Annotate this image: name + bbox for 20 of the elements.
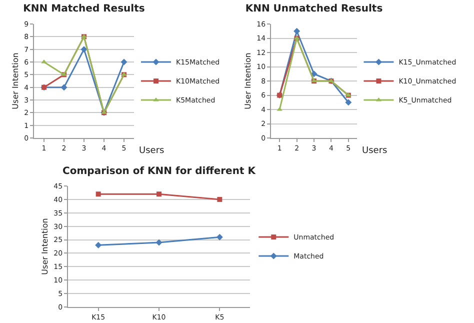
x-axis-title: Users bbox=[362, 146, 388, 156]
point bbox=[80, 46, 88, 53]
chart-title: KNN Unmatched Results bbox=[245, 4, 383, 15]
point bbox=[294, 28, 300, 34]
point bbox=[120, 58, 128, 66]
point bbox=[216, 234, 223, 240]
point bbox=[310, 70, 318, 78]
point bbox=[156, 192, 162, 197]
point bbox=[96, 192, 101, 197]
point bbox=[95, 242, 102, 248]
x-axis-title: Users bbox=[139, 146, 165, 156]
point bbox=[156, 239, 162, 246]
chart-title: KNN Matched Results bbox=[23, 4, 145, 15]
y-axis-title: User Intention bbox=[40, 218, 50, 275]
y-axis-title: User Intention bbox=[10, 52, 20, 110]
point bbox=[345, 99, 352, 106]
point bbox=[60, 84, 68, 91]
chart-title: Comparison of KNN for different K bbox=[62, 166, 257, 177]
y-axis-title: User Intention bbox=[243, 52, 252, 110]
point bbox=[217, 196, 222, 202]
